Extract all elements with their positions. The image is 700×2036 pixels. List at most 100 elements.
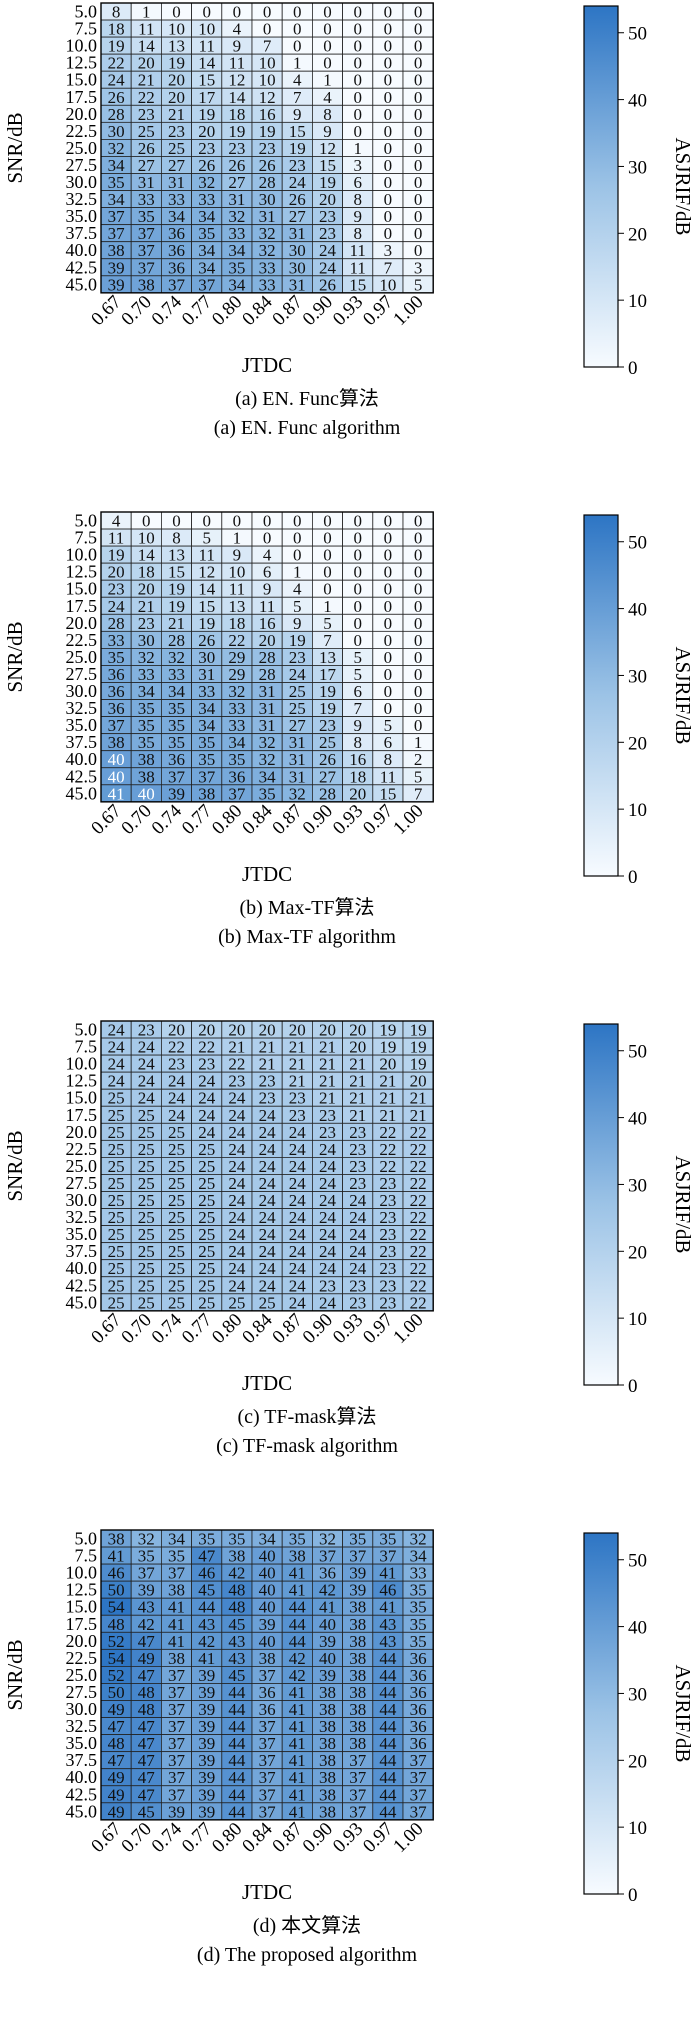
cell-value-label: 37 [198,275,216,294]
cell-value-label: 32 [410,1530,427,1549]
cell-value-label: 0 [323,37,332,56]
cell-value-label: 1 [353,139,362,158]
cell-value-label: 24 [168,1106,186,1125]
cell-value-label: 31 [289,750,306,769]
cell-value-label: 31 [228,190,245,209]
cell-value-label: 1 [142,3,151,22]
cell-value-label: 9 [263,580,272,599]
x-tick-label: 0.90 [299,292,337,330]
colorbar-tick-label: 30 [628,666,647,687]
cell-value-label: 0 [384,207,393,226]
cell-value-label: 41 [168,1615,185,1634]
colorbar [583,1023,619,1386]
cell-value-label: 34 [168,682,186,701]
cell-value-label: 20 [108,563,125,582]
cell-value-label: 25 [138,1293,155,1312]
cell-value-label: 23 [319,1276,336,1295]
heatmap-frame [100,511,434,803]
cell-value-label: 20 [259,631,276,650]
cell-value-label: 25 [138,1259,155,1278]
cell-value-label: 6 [353,173,362,192]
cell-value-label: 24 [259,1225,277,1244]
cell-value-label: 22 [410,1293,427,1312]
cell-value-label: 32 [228,682,245,701]
cell-value-label: 41 [289,1734,306,1753]
cell-value-label: 0 [323,529,332,548]
cell-value-label: 25 [138,122,155,141]
cell-value-label: 35 [198,750,215,769]
cell-value-label: 23 [259,139,276,158]
cell-value-label: 24 [228,1174,246,1193]
colorbar-tick-label: 20 [628,1751,647,1772]
cell-value-label: 39 [349,1581,366,1600]
cell-value-label: 37 [168,1717,186,1736]
cell-value-label: 41 [289,1717,306,1736]
cell-value-label: 11 [229,54,245,73]
cell-value-label: 24 [349,1242,367,1261]
colorbar-label: ASJRIF/dB [671,1664,695,1762]
cell-value-label: 40 [259,1598,276,1617]
cell-value-label: 20 [168,71,185,90]
cell-value-label: 33 [198,682,215,701]
cell-value-label: 21 [138,597,155,616]
cell-value-label: 47 [138,1768,156,1787]
cell-value-label: 4 [263,546,272,565]
cell-value-label: 19 [410,1021,427,1040]
cell-value-label: 16 [259,614,276,633]
cell-value-label: 0 [323,580,332,599]
cell-value-label: 4 [293,580,302,599]
cell-value-label: 0 [263,529,272,548]
cell-value-label: 34 [410,1547,428,1566]
cell-value-label: 10 [168,20,185,39]
cell-value-label: 0 [202,3,211,22]
cell-value-label: 25 [138,1106,155,1125]
cell-value-label: 25 [108,1191,125,1210]
cell-value-label: 5 [384,716,393,735]
cell-value-label: 2 [414,750,423,769]
cell-value-label: 22 [410,1140,427,1159]
cell-value-label: 21 [379,1106,396,1125]
y-tick-label: 22.5 [66,1139,98,1159]
cell-value-label: 23 [138,614,155,633]
cell-value-label: 24 [349,1208,367,1227]
cell-value-label: 15 [349,275,366,294]
y-tick-label: 17.5 [66,596,98,616]
cell-value-label: 36 [410,1649,427,1668]
cell-value-label: 5 [414,275,423,294]
cell-value-label: 31 [198,665,215,684]
cell-value-label: 37 [168,1666,186,1685]
cell-value-label: 0 [353,71,362,90]
cell-value-label: 43 [138,1598,155,1617]
cell-value-label: 34 [198,241,216,260]
cell-value-label: 9 [323,122,332,141]
cell-value-label: 37 [228,784,246,803]
cell-value-label: 21 [349,1089,366,1108]
cell-value-label: 25 [108,1174,125,1193]
cell-value-label: 20 [319,190,336,209]
cell-value-label: 12 [198,563,215,582]
cell-value-label: 52 [108,1666,125,1685]
cell-value-label: 24 [259,1259,277,1278]
cell-value-label: 24 [289,1242,307,1261]
colorbar-tick-label: 40 [628,600,647,621]
cell-value-label: 25 [198,1293,215,1312]
cell-value-label: 23 [168,122,185,141]
cell-value-label: 25 [198,1174,215,1193]
y-tick-label: 35.0 [66,206,98,226]
x-tick-label: 0.80 [208,1310,246,1348]
y-tick-label: 37.5 [66,1241,98,1261]
cell-value-label: 0 [384,529,393,548]
cell-value-label: 3 [353,156,362,175]
cell-value-label: 37 [108,207,126,226]
cell-value-label: 0 [414,241,423,260]
cell-value-label: 8 [323,105,332,124]
cell-value-label: 43 [228,1632,245,1651]
cell-value-label: 24 [289,1225,307,1244]
cell-value-label: 0 [202,512,211,531]
x-tick-label: 1.00 [389,1310,427,1348]
cell-value-label: 24 [319,1259,337,1278]
cell-value-label: 37 [168,1734,186,1753]
x-tick-label: 0.93 [329,1310,367,1348]
cell-value-label: 14 [228,88,246,107]
cell-value-label: 0 [353,88,362,107]
